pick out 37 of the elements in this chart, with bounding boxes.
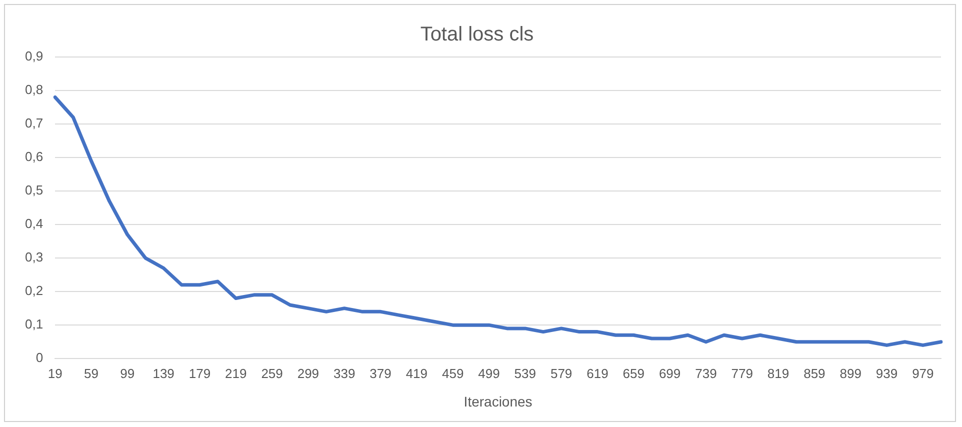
x-tick-label: 499 bbox=[478, 366, 500, 381]
x-tick-label: 779 bbox=[731, 366, 753, 381]
x-tick-label: 539 bbox=[514, 366, 536, 381]
x-tick-label: 659 bbox=[622, 366, 644, 381]
x-tick-label: 179 bbox=[188, 366, 211, 381]
y-tick-label: 0,3 bbox=[24, 250, 44, 265]
x-tick-label: 579 bbox=[550, 366, 572, 381]
x-tick-label: 699 bbox=[658, 366, 681, 381]
x-tick-label: 339 bbox=[334, 366, 356, 381]
x-tick-label: 859 bbox=[804, 366, 826, 381]
y-tick-label: 0,8 bbox=[24, 82, 44, 98]
x-tick-label: 219 bbox=[225, 366, 247, 381]
x-tick-label: 19 bbox=[48, 366, 62, 381]
x-tick-label: 259 bbox=[261, 366, 283, 381]
x-tick-label: 419 bbox=[406, 366, 428, 381]
x-tick-label: 619 bbox=[586, 366, 608, 381]
x-tick-label: 939 bbox=[876, 366, 898, 381]
y-tick-label: 0,6 bbox=[24, 149, 44, 164]
x-tick-label: 819 bbox=[767, 366, 790, 381]
y-tick-label: 0,7 bbox=[24, 116, 44, 131]
y-tick-label: 0,1 bbox=[24, 316, 44, 332]
x-tick-label: 59 bbox=[84, 366, 98, 381]
x-tick-label: 379 bbox=[370, 366, 392, 381]
x-tick-label: 739 bbox=[695, 366, 717, 381]
x-tick-label: 459 bbox=[442, 366, 464, 381]
x-axis-title: Iteraciones bbox=[464, 393, 532, 410]
y-tick-label: 0,4 bbox=[24, 216, 44, 232]
x-tick-label: 299 bbox=[297, 366, 320, 381]
x-tick-label: 99 bbox=[120, 366, 135, 381]
x-tick-label: 899 bbox=[840, 366, 862, 381]
y-tick-label: 0,2 bbox=[24, 283, 44, 298]
chart-title: Total loss cls bbox=[420, 24, 534, 46]
y-tick-label: 0 bbox=[36, 350, 44, 366]
y-tick-label: 0,5 bbox=[24, 182, 44, 198]
y-tick-label: 0,9 bbox=[24, 48, 44, 64]
x-tick-label: 139 bbox=[152, 366, 174, 381]
x-tick-label: 979 bbox=[912, 366, 934, 381]
